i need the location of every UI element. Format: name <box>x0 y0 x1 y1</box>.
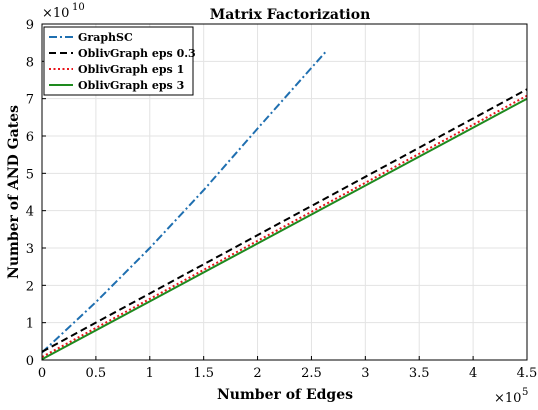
legend-label: OblivGraph eps 3 <box>78 79 184 92</box>
legend-label: OblivGraph eps 0.3 <box>78 47 196 60</box>
y-axis-label: Number of AND Gates <box>6 105 22 279</box>
x-tick-label: 2 <box>253 366 261 381</box>
series-line-oblivgraph-eps-1 <box>41 94 528 358</box>
x-tick-label: 4 <box>469 366 477 381</box>
x-tick-label: 1.5 <box>193 366 214 381</box>
x-tick-label: 3 <box>361 366 369 381</box>
series-line-oblivgraph-eps-3 <box>41 97 528 361</box>
y-tick-label: 5 <box>26 167 34 182</box>
y-tick-label: 4 <box>26 205 34 220</box>
x-multiplier-exponent: 5 <box>522 387 528 398</box>
x-tick-label: 0 <box>38 366 46 381</box>
y-tick-label: 6 <box>26 130 34 145</box>
y-multiplier-exponent: 10 <box>72 2 85 13</box>
x-axis-label: Number of Edges <box>217 387 353 403</box>
legend-label: GraphSC <box>78 31 133 44</box>
x-tick-label: 0.5 <box>86 366 107 381</box>
legend-label: OblivGraph eps 1 <box>78 63 184 76</box>
series-line-oblivgraph-eps-0-3 <box>41 88 528 353</box>
legend-box <box>43 26 194 96</box>
x-tick-labels: 0 0.5 1 1.5 2 2.5 3 3.5 4 4.5 <box>38 366 537 381</box>
x-multiplier: ×10 5 <box>494 387 528 406</box>
y-tick-labels: 0 1 2 3 4 5 6 7 8 9 <box>26 18 34 369</box>
y-multiplier-base: ×10 <box>42 6 69 21</box>
y-tick-label: 7 <box>26 93 34 108</box>
y-tick-label: 8 <box>26 55 34 70</box>
x-multiplier-base: ×10 <box>494 391 521 406</box>
legend: GraphSC OblivGraph eps 0.3 OblivGraph eps … <box>43 26 196 96</box>
y-tick-label: 2 <box>26 279 34 294</box>
x-tick-label: 2.5 <box>301 366 322 381</box>
y-tick-label: 1 <box>26 317 34 332</box>
x-tick-label: 1 <box>146 366 154 381</box>
series-lines <box>41 51 528 361</box>
series-line-graphsc <box>41 51 327 354</box>
x-tick-label: 4.5 <box>517 366 538 381</box>
y-tick-label: 3 <box>26 242 34 257</box>
y-tick-label: 0 <box>26 354 34 369</box>
plot-frame <box>41 23 528 361</box>
chart-title: Matrix Factorization <box>210 7 371 23</box>
x-tick-label: 3.5 <box>409 366 430 381</box>
y-tick-label: 9 <box>26 18 34 33</box>
y-multiplier: ×10 10 <box>42 2 85 21</box>
